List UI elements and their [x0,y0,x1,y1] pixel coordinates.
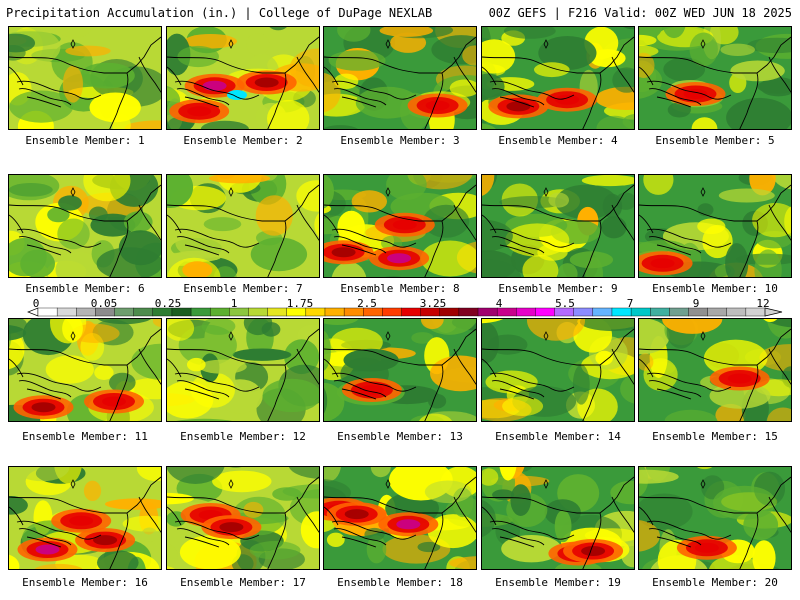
model-run-info: 00Z GEFS | F216 Valid: 00Z WED JUN 18 20… [488,6,792,20]
colorbar-swatch [267,307,288,317]
colorbar-swatch [114,307,135,317]
precipitation-colorbar [27,307,783,317]
precip-field [639,319,791,421]
precip-field [482,467,634,569]
ensemble-member-caption: Ensemble Member: 16 [22,576,148,589]
colorbar-tick-label: 1.75 [286,297,314,310]
ensemble-member-caption: Ensemble Member: 9 [498,282,618,295]
precip-field [9,319,161,421]
ensemble-member-caption: Ensemble Member: 20 [652,576,778,589]
colorbar-swatch [401,307,422,317]
ensemble-member-map [166,466,320,570]
colorbar-swatch [573,307,594,317]
ensemble-member-caption: Ensemble Member: 6 [25,282,145,295]
ensemble-member-map [8,174,162,278]
precip-field [639,27,791,129]
colorbar-swatch [37,307,58,317]
precip-field [9,467,161,569]
precip-field [324,467,476,569]
colorbar-swatch [669,307,689,317]
ensemble-member-map [166,26,320,130]
ensemble-member-caption: Ensemble Member: 8 [340,282,460,295]
precip-field [482,27,634,129]
precip-field [324,319,476,421]
colorbar-swatch [324,307,345,317]
colorbar-tick-label: 0.05 [90,297,118,310]
colorbar-tick-label: 12 [756,297,770,310]
ensemble-member-caption: Ensemble Member: 5 [655,134,775,147]
precip-field [167,319,319,421]
colorbar-tick-label: 1 [230,297,238,310]
ensemble-member-map [8,26,162,130]
ensemble-member-caption: Ensemble Member: 15 [652,430,778,443]
colorbar-swatch [726,307,747,317]
precip-field [167,27,319,129]
colorbar-swatch [477,307,498,317]
ensemble-member-map [481,26,635,130]
precip-field [324,175,476,277]
colorbar-swatch [630,307,651,317]
ensemble-member-map [166,318,320,422]
colorbar-tick-label: 0 [32,297,40,310]
colorbar-tick-label: 5.5 [555,297,575,310]
ensemble-member-map [323,26,477,130]
ensemble-member-map [323,466,477,570]
ensemble-member-caption: Ensemble Member: 2 [183,134,303,147]
ensemble-member-caption: Ensemble Member: 13 [337,430,463,443]
ensemble-member-caption: Ensemble Member: 1 [25,134,145,147]
colorbar-swatch [650,307,670,317]
ensemble-member-caption: Ensemble Member: 14 [495,430,621,443]
colorbar-max-arrow [764,307,783,317]
ensemble-member-map [481,318,635,422]
ensemble-member-caption: Ensemble Member: 18 [337,576,463,589]
colorbar-swatch [592,307,613,317]
ensemble-member-map [166,174,320,278]
precip-field [482,319,634,421]
precip-field [167,175,319,277]
colorbar-tick-label: 0.25 [154,297,182,310]
colorbar-swatch [707,307,728,317]
ensemble-member-caption: Ensemble Member: 11 [22,430,148,443]
ensemble-member-caption: Ensemble Member: 7 [183,282,303,295]
map-title: Precipitation Accumulation (in.) | Colle… [6,6,433,20]
precip-field [9,175,161,277]
colorbar-swatch [382,307,402,317]
precip-field [482,175,634,277]
colorbar-tick-label: 7 [626,297,634,310]
precip-field [639,467,791,569]
ensemble-member-map [8,318,162,422]
ensemble-member-map [638,26,792,130]
precip-field [167,467,319,569]
colorbar-swatch [209,307,230,317]
colorbar-swatch [458,307,479,317]
ensemble-member-caption: Ensemble Member: 10 [652,282,778,295]
colorbar-tick-label: 4 [495,297,503,310]
colorbar-swatch [56,307,77,317]
colorbar-swatch [248,307,268,317]
colorbar-swatch [133,307,154,317]
ensemble-member-map [638,174,792,278]
ensemble-member-caption: Ensemble Member: 17 [180,576,306,589]
ensemble-member-map [323,174,477,278]
colorbar-swatch [516,307,536,317]
precip-field [639,175,791,277]
ensemble-member-map [638,318,792,422]
colorbar-swatch [190,307,211,317]
ensemble-member-caption: Ensemble Member: 3 [340,134,460,147]
precip-field [324,27,476,129]
colorbar-tick-label: 2.5 [357,297,377,310]
ensemble-member-caption: Ensemble Member: 4 [498,134,618,147]
ensemble-member-caption: Ensemble Member: 19 [495,576,621,589]
colorbar-tick-label: 9 [692,297,700,310]
ensemble-member-caption: Ensemble Member: 12 [180,430,306,443]
ensemble-member-map [638,466,792,570]
ensemble-member-map [481,466,635,570]
ensemble-member-map [323,318,477,422]
precip-field [9,27,161,129]
ensemble-member-map [8,466,162,570]
colorbar-swatch [535,307,555,317]
colorbar-tick-label: 3.25 [419,297,447,310]
ensemble-member-map [481,174,635,278]
